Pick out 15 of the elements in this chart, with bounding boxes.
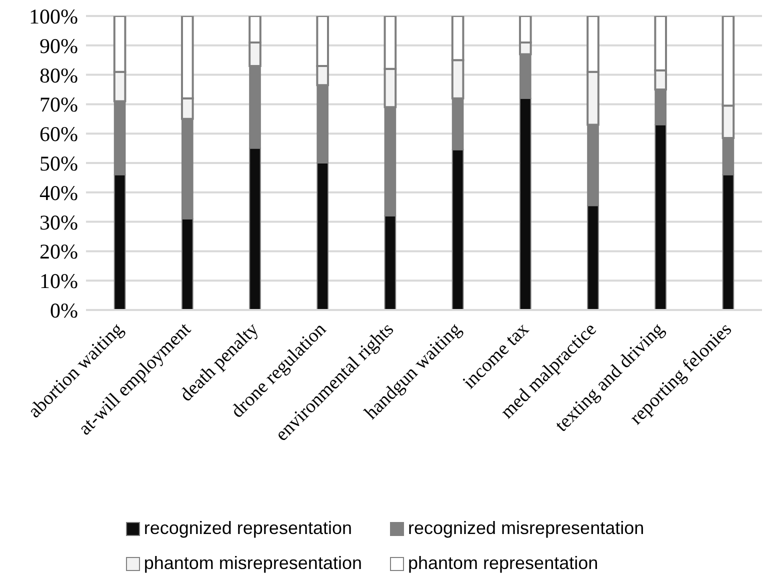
legend-label: recognized misrepresentation bbox=[408, 518, 644, 539]
y-tick-label: 80% bbox=[40, 63, 78, 88]
y-tick-label: 0% bbox=[50, 298, 78, 322]
y-tick-label: 60% bbox=[40, 122, 78, 146]
y-tick-label: 20% bbox=[40, 240, 78, 264]
y-tick-label: 70% bbox=[40, 92, 78, 117]
y-tick-label: 10% bbox=[40, 269, 78, 294]
y-tick-label: 50% bbox=[40, 151, 78, 176]
y-tick-label: 100% bbox=[29, 4, 78, 28]
legend-label: phantom representation bbox=[408, 553, 598, 574]
y-tick-label: 40% bbox=[40, 180, 78, 205]
y-tick-label: 30% bbox=[40, 210, 78, 234]
y-tick-label: 90% bbox=[40, 34, 78, 58]
legend-label: phantom misrepresentation bbox=[144, 553, 362, 574]
legend-label: recognized representation bbox=[144, 518, 352, 539]
